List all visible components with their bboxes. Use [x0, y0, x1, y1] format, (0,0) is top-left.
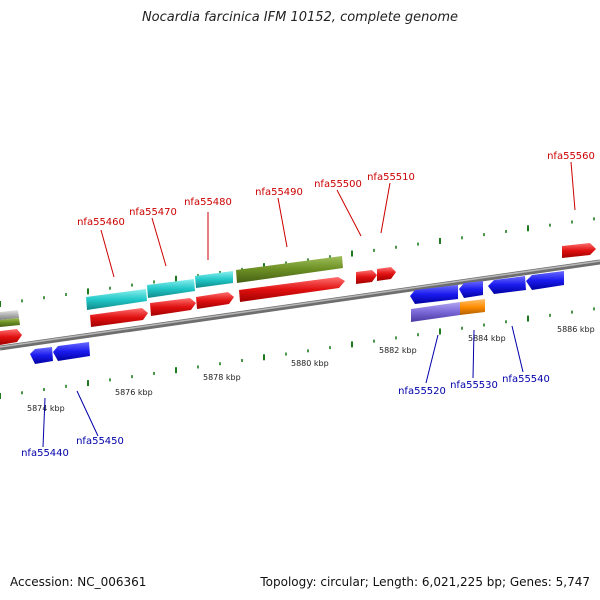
gene-arrow[interactable]: [196, 292, 234, 309]
gene-label-nfa55560[interactable]: nfa55560: [547, 151, 595, 162]
gene-nfa55520[interactable]: [411, 302, 460, 322]
plus-strand-genes: [0, 243, 596, 345]
gene-label-nfa55530[interactable]: nfa55530: [450, 380, 498, 391]
gene-arrow[interactable]: [90, 308, 148, 327]
minus-strand-genes: [30, 271, 564, 364]
gene-nfa55510[interactable]: [377, 267, 396, 281]
gene-label-nfa55480[interactable]: nfa55480: [184, 197, 232, 208]
leader-lines: [42, 161, 576, 448]
gene-arrow[interactable]: [0, 318, 20, 327]
gene-arrow[interactable]: [239, 277, 345, 302]
gene-label-nfa55460[interactable]: nfa55460: [77, 217, 125, 228]
gene-nfa55450[interactable]: [53, 342, 90, 361]
scale-label: 5874 kbp: [27, 404, 65, 413]
scale-label: 5884 kbp: [468, 334, 506, 343]
gene-label-nfa55540[interactable]: nfa55540: [502, 374, 550, 385]
scale-label: 5886 kbp: [557, 325, 595, 334]
gene-arrow[interactable]: [410, 285, 458, 304]
scale-label: 5880 kbp: [291, 359, 329, 368]
gene-nfa55530[interactable]: [460, 299, 485, 315]
gene-label-nfa55450[interactable]: nfa55450: [76, 436, 124, 447]
genome-summary-text: Topology: circular; Length: 6,021,225 bp…: [260, 575, 590, 589]
gene-nfa55480[interactable]: [195, 271, 233, 288]
gene-label-nfa55520[interactable]: nfa55520: [398, 386, 446, 397]
gene-arrow[interactable]: [150, 298, 196, 316]
gene-nfa55460[interactable]: [86, 289, 147, 310]
gene-arrow[interactable]: [0, 310, 19, 320]
minus-strand-ticks: [0, 307, 595, 399]
accession-text: Accession: NC_006361: [10, 575, 147, 589]
gene-nfa55490[interactable]: [236, 256, 343, 283]
gene-label-nfa55500[interactable]: nfa55500: [314, 179, 362, 190]
scale-label: 5878 kbp: [203, 373, 241, 382]
backbone: [0, 259, 600, 351]
scale-label: 5876 kbp: [115, 388, 153, 397]
scale-labels: 5874 kbp 5876 kbp 5878 kbp 5880 kbp 5882…: [27, 325, 595, 413]
gene-arrow[interactable]: [526, 271, 564, 290]
gene-arrow[interactable]: [30, 347, 53, 364]
gene-label-nfa55470[interactable]: nfa55470: [129, 207, 177, 218]
gene-label-nfa55510[interactable]: nfa55510: [367, 172, 415, 183]
minus-gene-labels: nfa55440 nfa55450 nfa55520 nfa55530 nfa5…: [21, 374, 550, 459]
gene-label-nfa55440[interactable]: nfa55440: [21, 448, 69, 459]
gene-label-nfa55490[interactable]: nfa55490: [255, 187, 303, 198]
map-title: Nocardia farcinica IFM 10152, complete g…: [141, 10, 459, 25]
plus-gene-labels: nfa55460 nfa55470 nfa55480 nfa55490 nfa5…: [77, 151, 595, 228]
gene-nfa55540[interactable]: [488, 276, 526, 294]
gene-nfa55560[interactable]: [562, 243, 596, 258]
gene-arrow[interactable]: [459, 281, 483, 298]
gene-nfa55500[interactable]: [356, 270, 377, 284]
gene-nfa55470[interactable]: [147, 279, 195, 298]
gene-arrow[interactable]: [0, 329, 22, 345]
scale-label: 5882 kbp: [379, 346, 417, 355]
